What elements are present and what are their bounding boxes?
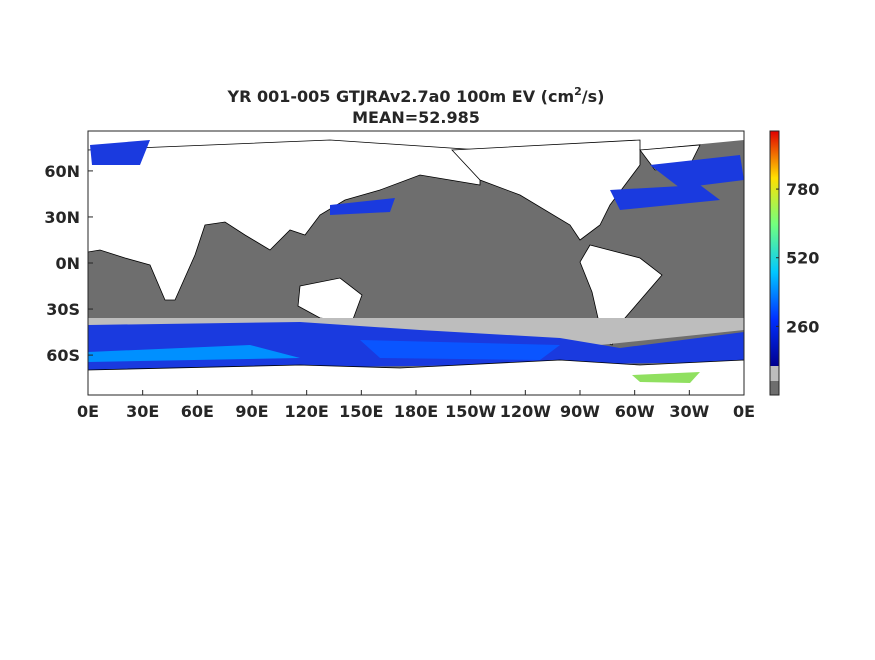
x-tick-label: 90W	[560, 402, 600, 421]
x-tick-label: 0E	[733, 402, 755, 421]
y-tick-label: 60N	[44, 162, 80, 181]
x-tick-label: 30W	[669, 402, 709, 421]
map-field	[88, 131, 744, 395]
x-tick-label: 30E	[126, 402, 159, 421]
x-tick-label: 60E	[181, 402, 214, 421]
colorbar-low	[770, 366, 779, 381]
x-tick-label: 180E	[394, 402, 438, 421]
y-tick-label: 30S	[46, 300, 80, 319]
x-tick-label: 150E	[339, 402, 383, 421]
map-title: YR 001-005 GTJRAv2.7a0 100m EV (cm2/s)	[227, 85, 605, 106]
y-tick-label: 60S	[46, 346, 80, 365]
colorbar-tick-label: 780	[786, 180, 819, 199]
y-tick-label: 30N	[44, 208, 80, 227]
x-tick-label: 60W	[615, 402, 655, 421]
colorbar-tick-label: 260	[786, 317, 819, 336]
x-tick-label: 120W	[500, 402, 551, 421]
x-tick-label: 90E	[235, 402, 268, 421]
colorbar	[770, 131, 779, 366]
x-tick-label: 150W	[445, 402, 496, 421]
colorbar-tick-label: 520	[786, 249, 819, 268]
y-tick-label: 0N	[55, 254, 80, 273]
map-subtitle: MEAN=52.985	[352, 108, 480, 127]
antarctica	[88, 359, 744, 395]
x-tick-label: 120E	[285, 402, 329, 421]
colorbar-lowest	[770, 381, 779, 395]
colorbar-frame	[769, 130, 780, 396]
x-tick-label: 0E	[77, 402, 99, 421]
north-america	[451, 139, 641, 241]
